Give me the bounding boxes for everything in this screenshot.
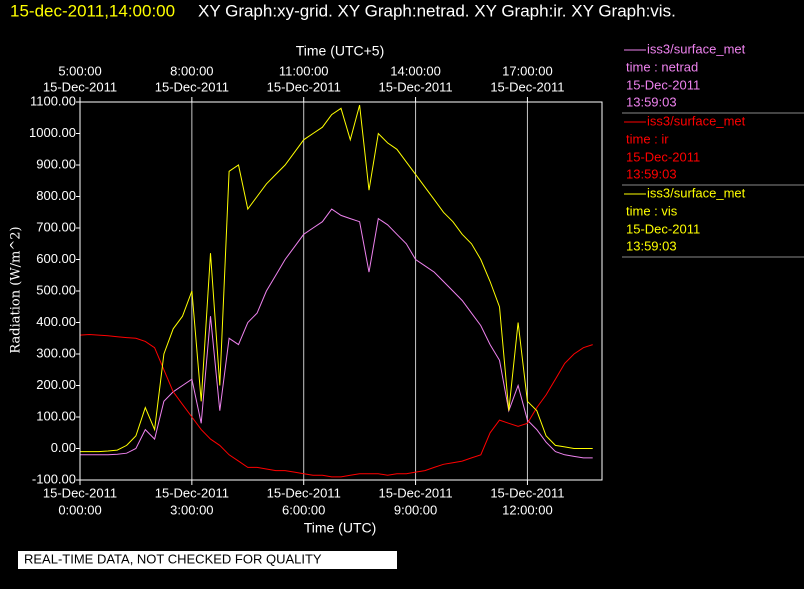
series-line — [80, 104, 593, 453]
x2-tick-date: 15-Dec-2011 — [155, 79, 229, 94]
legend-name: time : ir — [626, 131, 669, 146]
legend-date: 15-Dec-2011 — [626, 221, 700, 236]
legend-source: iss3/surface_met — [647, 185, 746, 200]
y-tick-label: 500.00 — [36, 282, 76, 297]
legend-source: iss3/surface_met — [647, 41, 746, 56]
legend-date: 15-Dec-2011 — [626, 77, 700, 92]
plot-frame — [79, 101, 603, 481]
legend-name: time : netrad — [626, 59, 698, 74]
x-tick-date: 15-Dec-2011 — [267, 485, 341, 500]
y-tick-label: 600.00 — [36, 251, 76, 266]
x-axis-title: Time (UTC) — [304, 520, 377, 536]
y-tick-label: 1000.00 — [29, 125, 76, 140]
x2-tick-date: 15-Dec-2011 — [43, 79, 117, 94]
legend-time: 13:59:03 — [626, 238, 677, 253]
x2-tick-label: 14:00:00 — [390, 63, 441, 78]
y-tick-label: 200.00 — [36, 377, 76, 392]
x2-tick-label: 5:00:00 — [58, 63, 101, 78]
x-tick-date: 15-Dec-2011 — [490, 485, 564, 500]
x2-axis-title: Time (UTC+5) — [296, 43, 385, 59]
x-tick-label: 9:00:00 — [394, 502, 437, 517]
chart-title: XY Graph:xy-grid. XY Graph:netrad. XY Gr… — [198, 1, 676, 20]
x2-tick-date: 15-Dec-2011 — [378, 79, 452, 94]
y-tick-label: 1100.00 — [30, 93, 76, 108]
x-tick-label: 0:00:00 — [58, 502, 101, 517]
legend-name: time : vis — [626, 203, 678, 218]
y-tick-label: 100.00 — [36, 408, 76, 423]
x2-tick-label: 11:00:00 — [279, 63, 329, 78]
footer-box — [18, 551, 397, 569]
y-tick-label: 800.00 — [36, 188, 76, 203]
x2-tick-date: 15-Dec-2011 — [490, 79, 564, 94]
series-line — [79, 333, 593, 478]
x-tick-date: 15-Dec-2011 — [155, 485, 229, 500]
series-line — [80, 208, 593, 459]
legend-time: 13:59:03 — [626, 94, 677, 109]
x2-tick-label: 17:00:00 — [502, 63, 553, 78]
y-tick-label: 700.00 — [36, 219, 76, 234]
legend-time: 13:59:03 — [626, 166, 677, 181]
legend-source: iss3/surface_met — [647, 113, 746, 128]
footer: REAL-TIME DATA, NOT CHECKED FOR QUALITY — [24, 551, 322, 566]
y-axis-title: Radiation (W/m^2) — [9, 226, 24, 353]
y-tick-label: -100.00 — [32, 471, 76, 486]
y-tick-label: 0.00 — [51, 440, 76, 455]
x-tick-date: 15-Dec-2011 — [43, 485, 117, 500]
y-tick-label: 900.00 — [36, 156, 76, 171]
y-tick-label: 400.00 — [36, 314, 76, 329]
x2-tick-label: 8:00:00 — [170, 63, 213, 78]
x-tick-label: 3:00:00 — [170, 502, 213, 517]
legend-date: 15-Dec-2011 — [626, 149, 700, 164]
x-tick-date: 15-Dec-2011 — [378, 485, 452, 500]
x2-tick-date: 15-Dec-2011 — [267, 79, 341, 94]
x-tick-label: 12:00:00 — [502, 502, 553, 517]
x-tick-label: 6:00:00 — [282, 502, 325, 517]
timestamp: 15-dec-2011,14:00:00 — [10, 1, 175, 20]
y-tick-label: 300.00 — [36, 345, 76, 360]
